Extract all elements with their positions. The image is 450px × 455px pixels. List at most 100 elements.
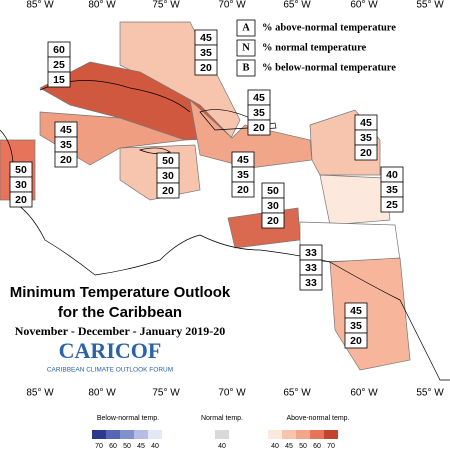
probability-value: 45 bbox=[237, 154, 249, 166]
key-box bbox=[236, 19, 256, 37]
probability-value: 20 bbox=[200, 62, 212, 74]
probability-value: 20 bbox=[237, 184, 249, 196]
key-text: % below-normal temperature bbox=[262, 62, 396, 73]
colorbar-tick: 50 bbox=[299, 443, 307, 450]
longitude-label: 75° W bbox=[152, 0, 180, 11]
probability-value: 25 bbox=[53, 59, 65, 71]
longitude-label: 55° W bbox=[416, 388, 444, 399]
probability-value: 35 bbox=[237, 169, 249, 181]
colorbar-swatch bbox=[134, 430, 148, 439]
probability-value: 45 bbox=[350, 305, 362, 317]
colorbar-tick: 40 bbox=[271, 443, 279, 450]
coast-jamaica bbox=[138, 147, 171, 154]
colorbar-swatch bbox=[324, 430, 338, 439]
probability-box bbox=[247, 119, 271, 136]
coast-mainland bbox=[0, 129, 450, 381]
probability-value: 25 bbox=[386, 199, 398, 211]
colorbar-swatch bbox=[148, 430, 162, 439]
colorbar-swatch bbox=[268, 430, 282, 439]
region-guianas bbox=[329, 257, 411, 371]
key-text: % above-normal temperature bbox=[262, 22, 396, 33]
longitude-label: 80° W bbox=[88, 388, 116, 399]
probability-box bbox=[194, 59, 218, 76]
key-box bbox=[236, 39, 256, 57]
longitude-label: 70° W bbox=[218, 388, 246, 399]
colorbar-tick: 40 bbox=[218, 443, 226, 450]
probability-value: 35 bbox=[386, 184, 398, 196]
key-box bbox=[236, 59, 256, 77]
probability-value: 20 bbox=[15, 194, 27, 206]
probability-value: 50 bbox=[267, 185, 279, 197]
probability-value: 33 bbox=[305, 262, 317, 274]
probability-value: 33 bbox=[305, 247, 317, 259]
longitude-label: 55° W bbox=[416, 0, 444, 11]
colorbar-label: Above-normal temp. bbox=[286, 415, 349, 422]
probability-value: 30 bbox=[162, 170, 174, 182]
logo-subtitle: CARIBBEAN CLIMATE OUTLOOK FORUM bbox=[47, 367, 173, 374]
probability-value: 20 bbox=[60, 154, 72, 166]
colorbar-tick: 45 bbox=[285, 443, 293, 450]
colorbar-label: Below-normal temp. bbox=[97, 415, 159, 422]
probability-value: 20 bbox=[253, 122, 265, 134]
title-line: for the Caribbean bbox=[58, 304, 182, 321]
colorbar-tick: 60 bbox=[109, 443, 117, 450]
colorbar-swatch bbox=[92, 430, 106, 439]
probability-value: 35 bbox=[360, 132, 372, 144]
colorbar-tick: 40 bbox=[151, 443, 159, 450]
longitude-label: 70° W bbox=[218, 0, 246, 11]
probability-box bbox=[231, 181, 255, 198]
probability-value: 30 bbox=[267, 200, 279, 212]
colorbar-tick: 50 bbox=[123, 443, 131, 450]
probability-value: 50 bbox=[15, 164, 27, 176]
longitude-label: 65° W bbox=[283, 0, 311, 11]
probability-value: 45 bbox=[200, 32, 212, 44]
longitude-label: 75° W bbox=[152, 388, 180, 399]
probability-value: 35 bbox=[253, 107, 265, 119]
region-windwards bbox=[319, 174, 391, 226]
probability-box bbox=[299, 274, 323, 291]
probability-box bbox=[261, 212, 285, 229]
title-line: November - December - January 2019-20 bbox=[15, 324, 226, 338]
labels-layer: 85° W 80° W 75° W 70° W 65° W 60° W 55° W 85° W… bbox=[9, 0, 444, 450]
colorbar-swatch bbox=[310, 430, 324, 439]
probability-box bbox=[354, 144, 378, 161]
probability-box bbox=[344, 332, 368, 349]
probability-value: 15 bbox=[53, 74, 65, 86]
probability-value: 45 bbox=[60, 124, 72, 136]
probability-box bbox=[47, 71, 71, 88]
probability-box bbox=[380, 196, 404, 213]
probability-value: 45 bbox=[360, 117, 372, 129]
colorbar-tick: 70 bbox=[327, 443, 335, 450]
probability-box bbox=[54, 151, 78, 168]
probability-value: 35 bbox=[200, 47, 212, 59]
probability-box bbox=[156, 182, 180, 199]
colorbar-label: Normal temp. bbox=[201, 415, 243, 422]
probability-value: 30 bbox=[15, 179, 27, 191]
longitude-label: 85° W bbox=[26, 388, 54, 399]
key-text: % normal temperature bbox=[262, 42, 367, 53]
probability-value: 35 bbox=[60, 139, 72, 151]
probability-value: 20 bbox=[350, 335, 362, 347]
probability-value: 45 bbox=[253, 92, 265, 104]
probability-value: 33 bbox=[305, 277, 317, 289]
regions bbox=[0, 21, 411, 371]
longitude-label: 60° W bbox=[350, 0, 378, 11]
logo-name: CARICOF bbox=[59, 338, 162, 363]
probability-value: 60 bbox=[53, 44, 65, 56]
colorbar-swatch bbox=[120, 430, 134, 439]
longitude-label: 80° W bbox=[88, 0, 116, 11]
probability-value: 20 bbox=[162, 185, 174, 197]
colorbar-tick: 70 bbox=[95, 443, 103, 450]
colorbar-swatch bbox=[215, 430, 229, 439]
probability-value: 50 bbox=[162, 155, 174, 167]
key-letter: A bbox=[242, 22, 250, 33]
probability-value: 20 bbox=[267, 215, 279, 227]
longitude-label: 65° W bbox=[283, 388, 311, 399]
key-letter: B bbox=[242, 62, 249, 73]
colorbar-swatch bbox=[296, 430, 310, 439]
colorbar-tick: 45 bbox=[137, 443, 145, 450]
colorbar-tick: 60 bbox=[313, 443, 321, 450]
probability-box bbox=[9, 191, 33, 208]
longitude-label: 60° W bbox=[350, 388, 378, 399]
